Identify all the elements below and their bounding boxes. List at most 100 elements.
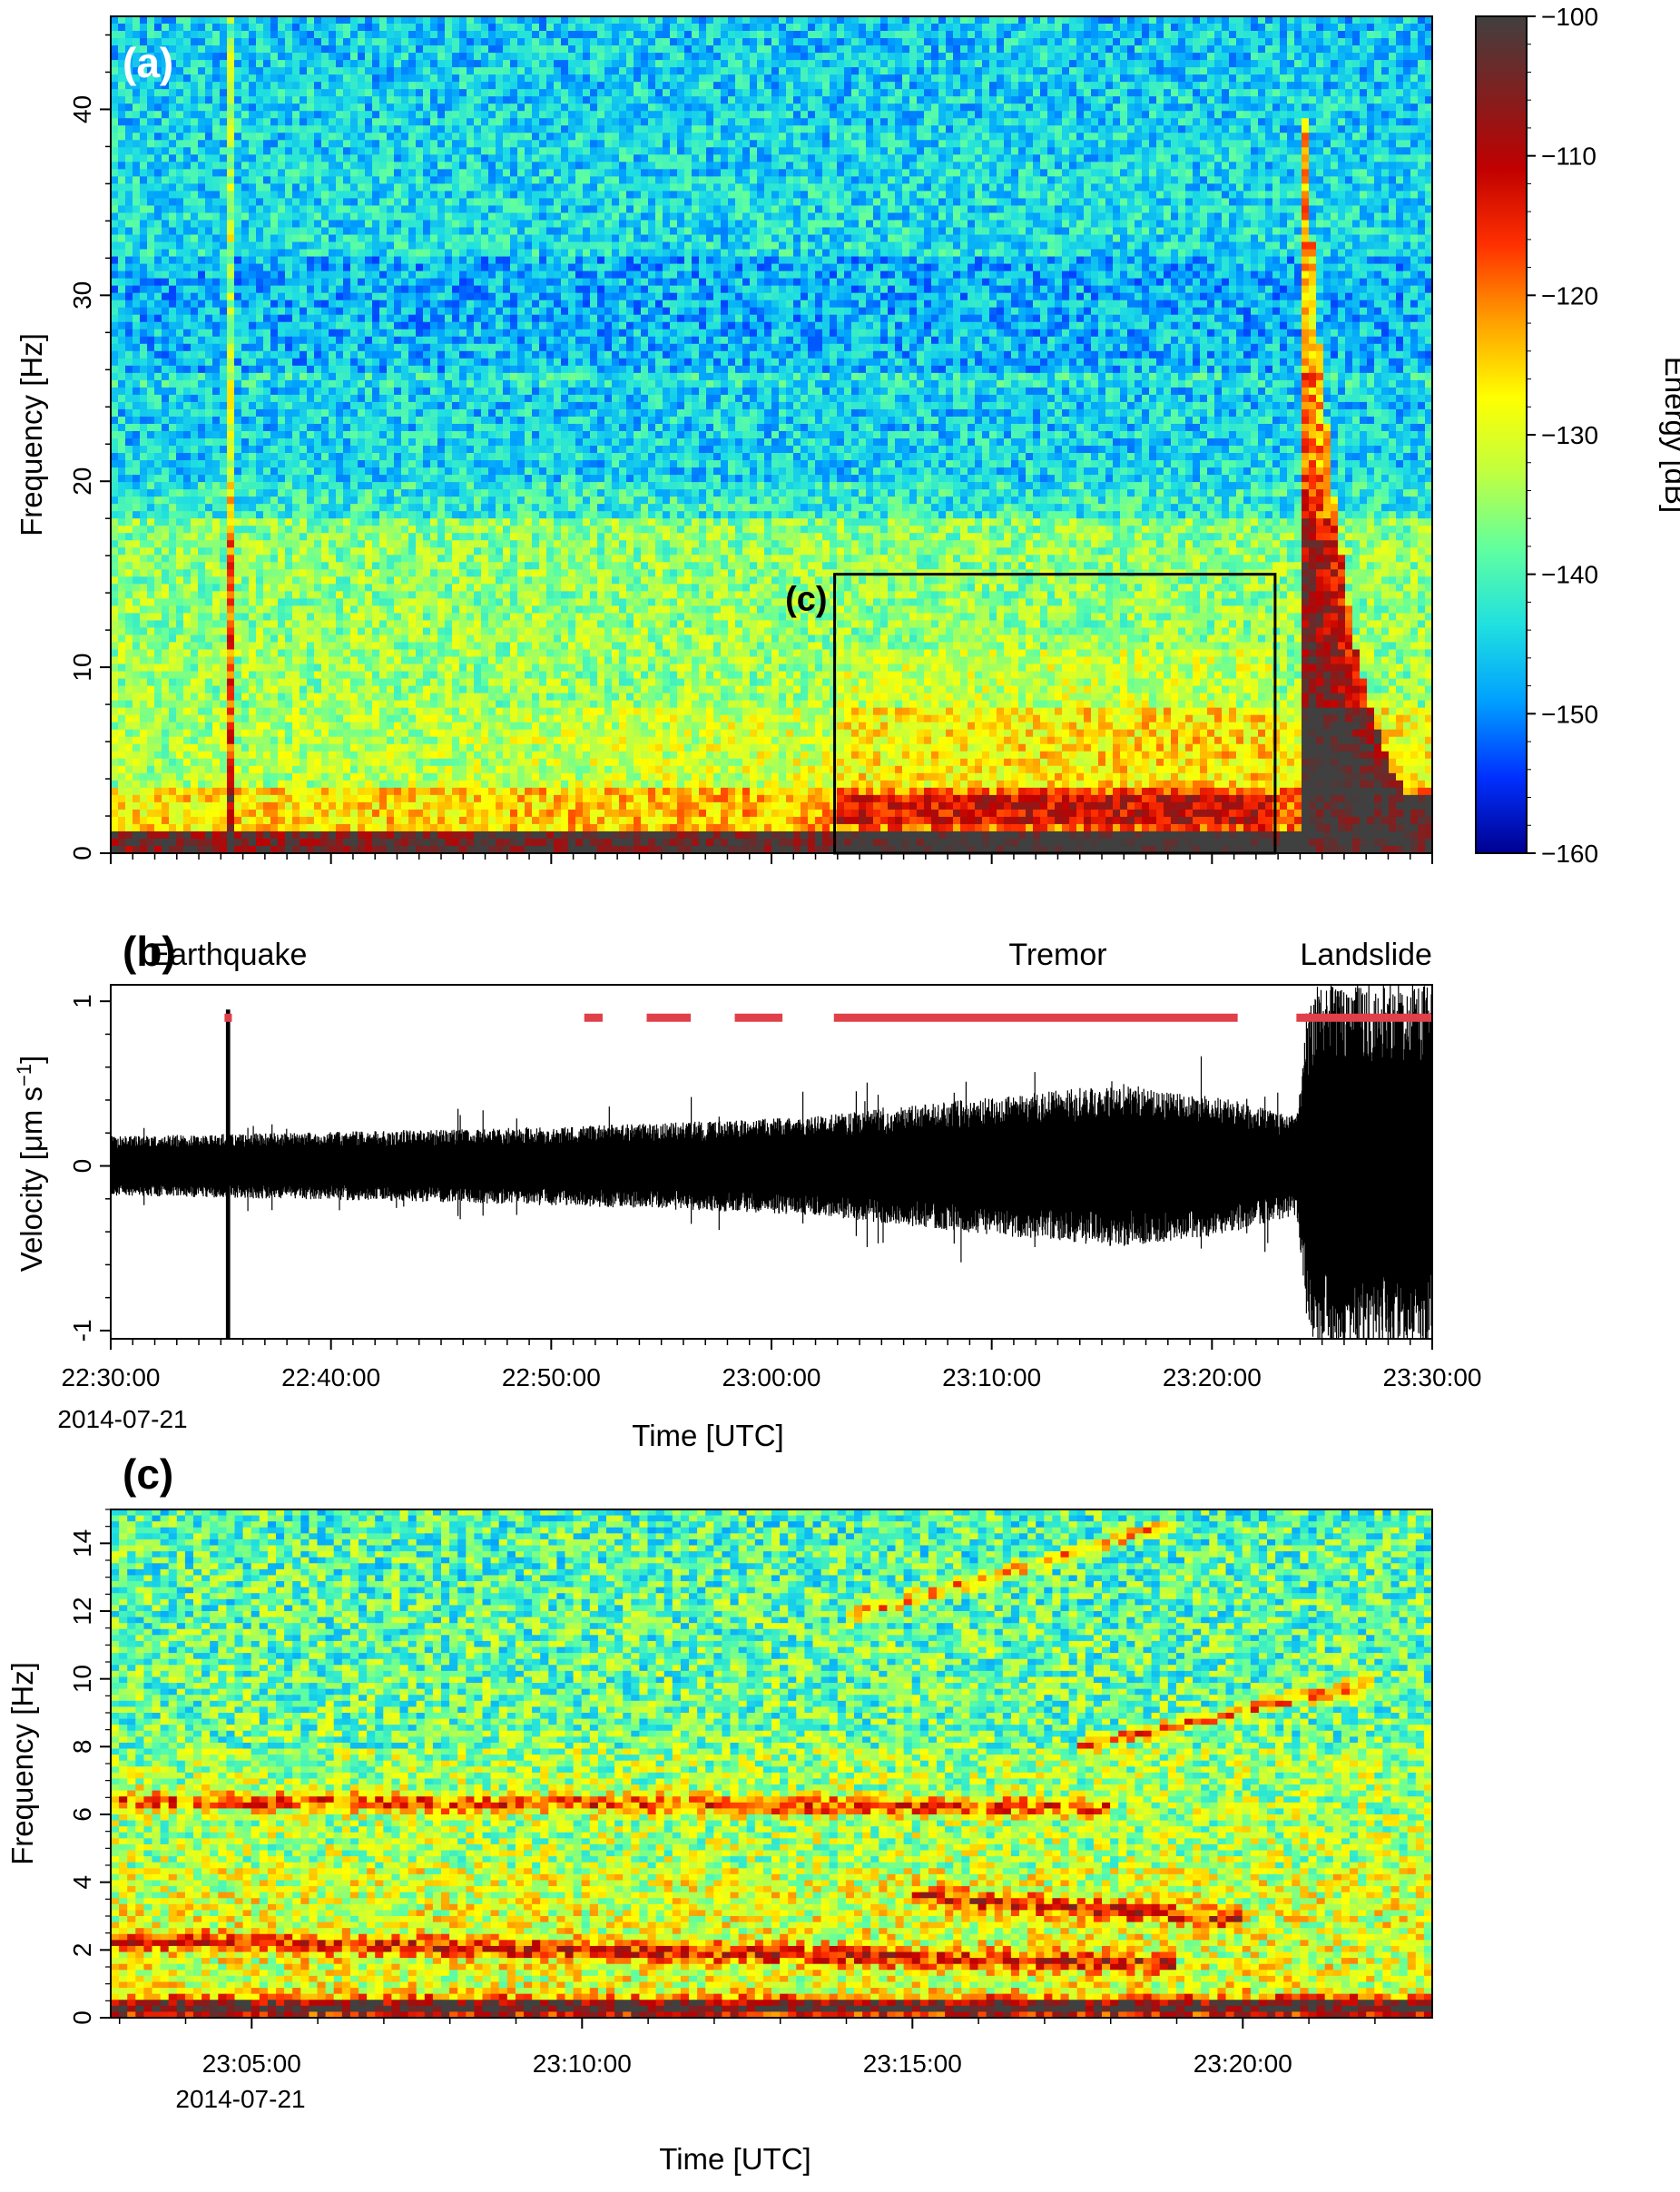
heatmap-cell (1302, 96, 1310, 104)
heatmap-cell (336, 96, 344, 104)
heatmap-cell (1069, 96, 1077, 104)
heatmap-cell (1294, 96, 1302, 104)
heatmap-cell (488, 38, 496, 46)
heatmap-cell (750, 183, 758, 192)
heatmap-cell (975, 38, 983, 46)
heatmap-cell (1135, 162, 1143, 170)
heatmap-cell (365, 198, 373, 206)
heatmap-cell (343, 162, 351, 170)
heatmap-cell (227, 147, 235, 155)
heatmap-cell (1229, 96, 1237, 104)
heatmap-cell (583, 191, 591, 199)
heatmap-cell (1062, 96, 1070, 104)
heatmap-cell (1171, 45, 1179, 54)
heatmap-cell (1062, 140, 1070, 148)
heatmap-cell (285, 191, 293, 199)
heatmap-cell (292, 125, 300, 133)
heatmap-cell (793, 96, 801, 104)
heatmap-cell (430, 176, 438, 184)
heatmap-cell (619, 183, 627, 192)
heatmap-cell (626, 82, 634, 90)
heatmap-cell (677, 45, 685, 54)
heatmap-cell (365, 67, 373, 75)
heatmap-cell (801, 183, 809, 192)
heatmap-cell (1164, 169, 1172, 177)
heatmap-cell (655, 74, 663, 83)
heatmap-cell (1265, 191, 1273, 199)
heatmap-cell (786, 16, 794, 25)
heatmap-cell (1164, 154, 1172, 162)
heatmap-cell (467, 67, 475, 75)
heatmap-cell (924, 24, 932, 32)
heatmap-cell (118, 191, 126, 199)
heatmap-cell (423, 16, 431, 25)
heatmap-cell (960, 60, 968, 68)
heatmap-cell (989, 169, 997, 177)
heatmap-cell (350, 31, 359, 39)
heatmap-cell (583, 89, 591, 97)
heatmap-cell (1113, 133, 1121, 141)
heatmap-cell (837, 183, 845, 192)
heatmap-cell (1142, 133, 1150, 141)
heatmap-cell (1352, 198, 1361, 206)
heatmap-cell (191, 169, 199, 177)
heatmap-cell (1026, 191, 1034, 199)
heatmap-cell (1367, 82, 1375, 90)
heatmap-cell (270, 176, 279, 184)
heatmap-cell (1033, 133, 1041, 141)
heatmap-cell (379, 96, 388, 104)
heatmap-cell (263, 82, 271, 90)
heatmap-cell (699, 169, 707, 177)
heatmap-cell (401, 82, 409, 90)
heatmap-cell (1026, 67, 1034, 75)
heatmap-cell (713, 38, 722, 46)
heatmap-cell (496, 82, 504, 90)
heatmap-cell (612, 169, 620, 177)
heatmap-cell (1403, 176, 1411, 184)
heatmap-cell (1127, 31, 1135, 39)
heatmap-cell (692, 45, 700, 54)
heatmap-cell (822, 198, 830, 206)
heatmap-cell (1084, 45, 1092, 54)
heatmap-cell (938, 125, 947, 133)
heatmap-cell (1113, 60, 1121, 68)
heatmap-cell (554, 125, 562, 133)
heatmap-cell (822, 169, 830, 177)
heatmap-cell (1135, 89, 1143, 97)
heatmap-cell (525, 96, 533, 104)
heatmap-cell (1352, 205, 1361, 213)
heatmap-cell (1200, 67, 1208, 75)
heatmap-cell (604, 162, 613, 170)
heatmap-cell (786, 140, 794, 148)
heatmap-cell (641, 24, 649, 32)
heatmap-cell (1302, 169, 1310, 177)
heatmap-cell (1069, 74, 1077, 83)
heatmap-cell (1222, 31, 1230, 39)
heatmap-cell (1418, 176, 1426, 184)
heatmap-cell (278, 45, 286, 54)
heatmap-cell (713, 67, 722, 75)
heatmap-cell (575, 125, 584, 133)
heatmap-cell (1214, 198, 1223, 206)
heatmap-cell (917, 147, 925, 155)
heatmap-cell (844, 74, 852, 83)
heatmap-cell (198, 205, 206, 213)
heatmap-cell (713, 205, 722, 213)
heatmap-cell (510, 169, 518, 177)
heatmap-cell (982, 53, 990, 61)
heatmap-cell (1258, 176, 1266, 184)
heatmap-cell (256, 140, 264, 148)
heatmap-cell (837, 31, 845, 39)
heatmap-cell (169, 169, 177, 177)
heatmap-cell (1040, 140, 1048, 148)
heatmap-cell (488, 140, 496, 148)
heatmap-cell (437, 111, 446, 119)
heatmap-cell (1280, 154, 1288, 162)
heatmap-cell (546, 16, 555, 25)
heatmap-cell (517, 67, 526, 75)
heatmap-cell (764, 162, 772, 170)
heatmap-cell (575, 111, 584, 119)
heatmap-cell (329, 16, 337, 25)
heatmap-cell (1236, 74, 1244, 83)
heatmap-cell (220, 38, 228, 46)
